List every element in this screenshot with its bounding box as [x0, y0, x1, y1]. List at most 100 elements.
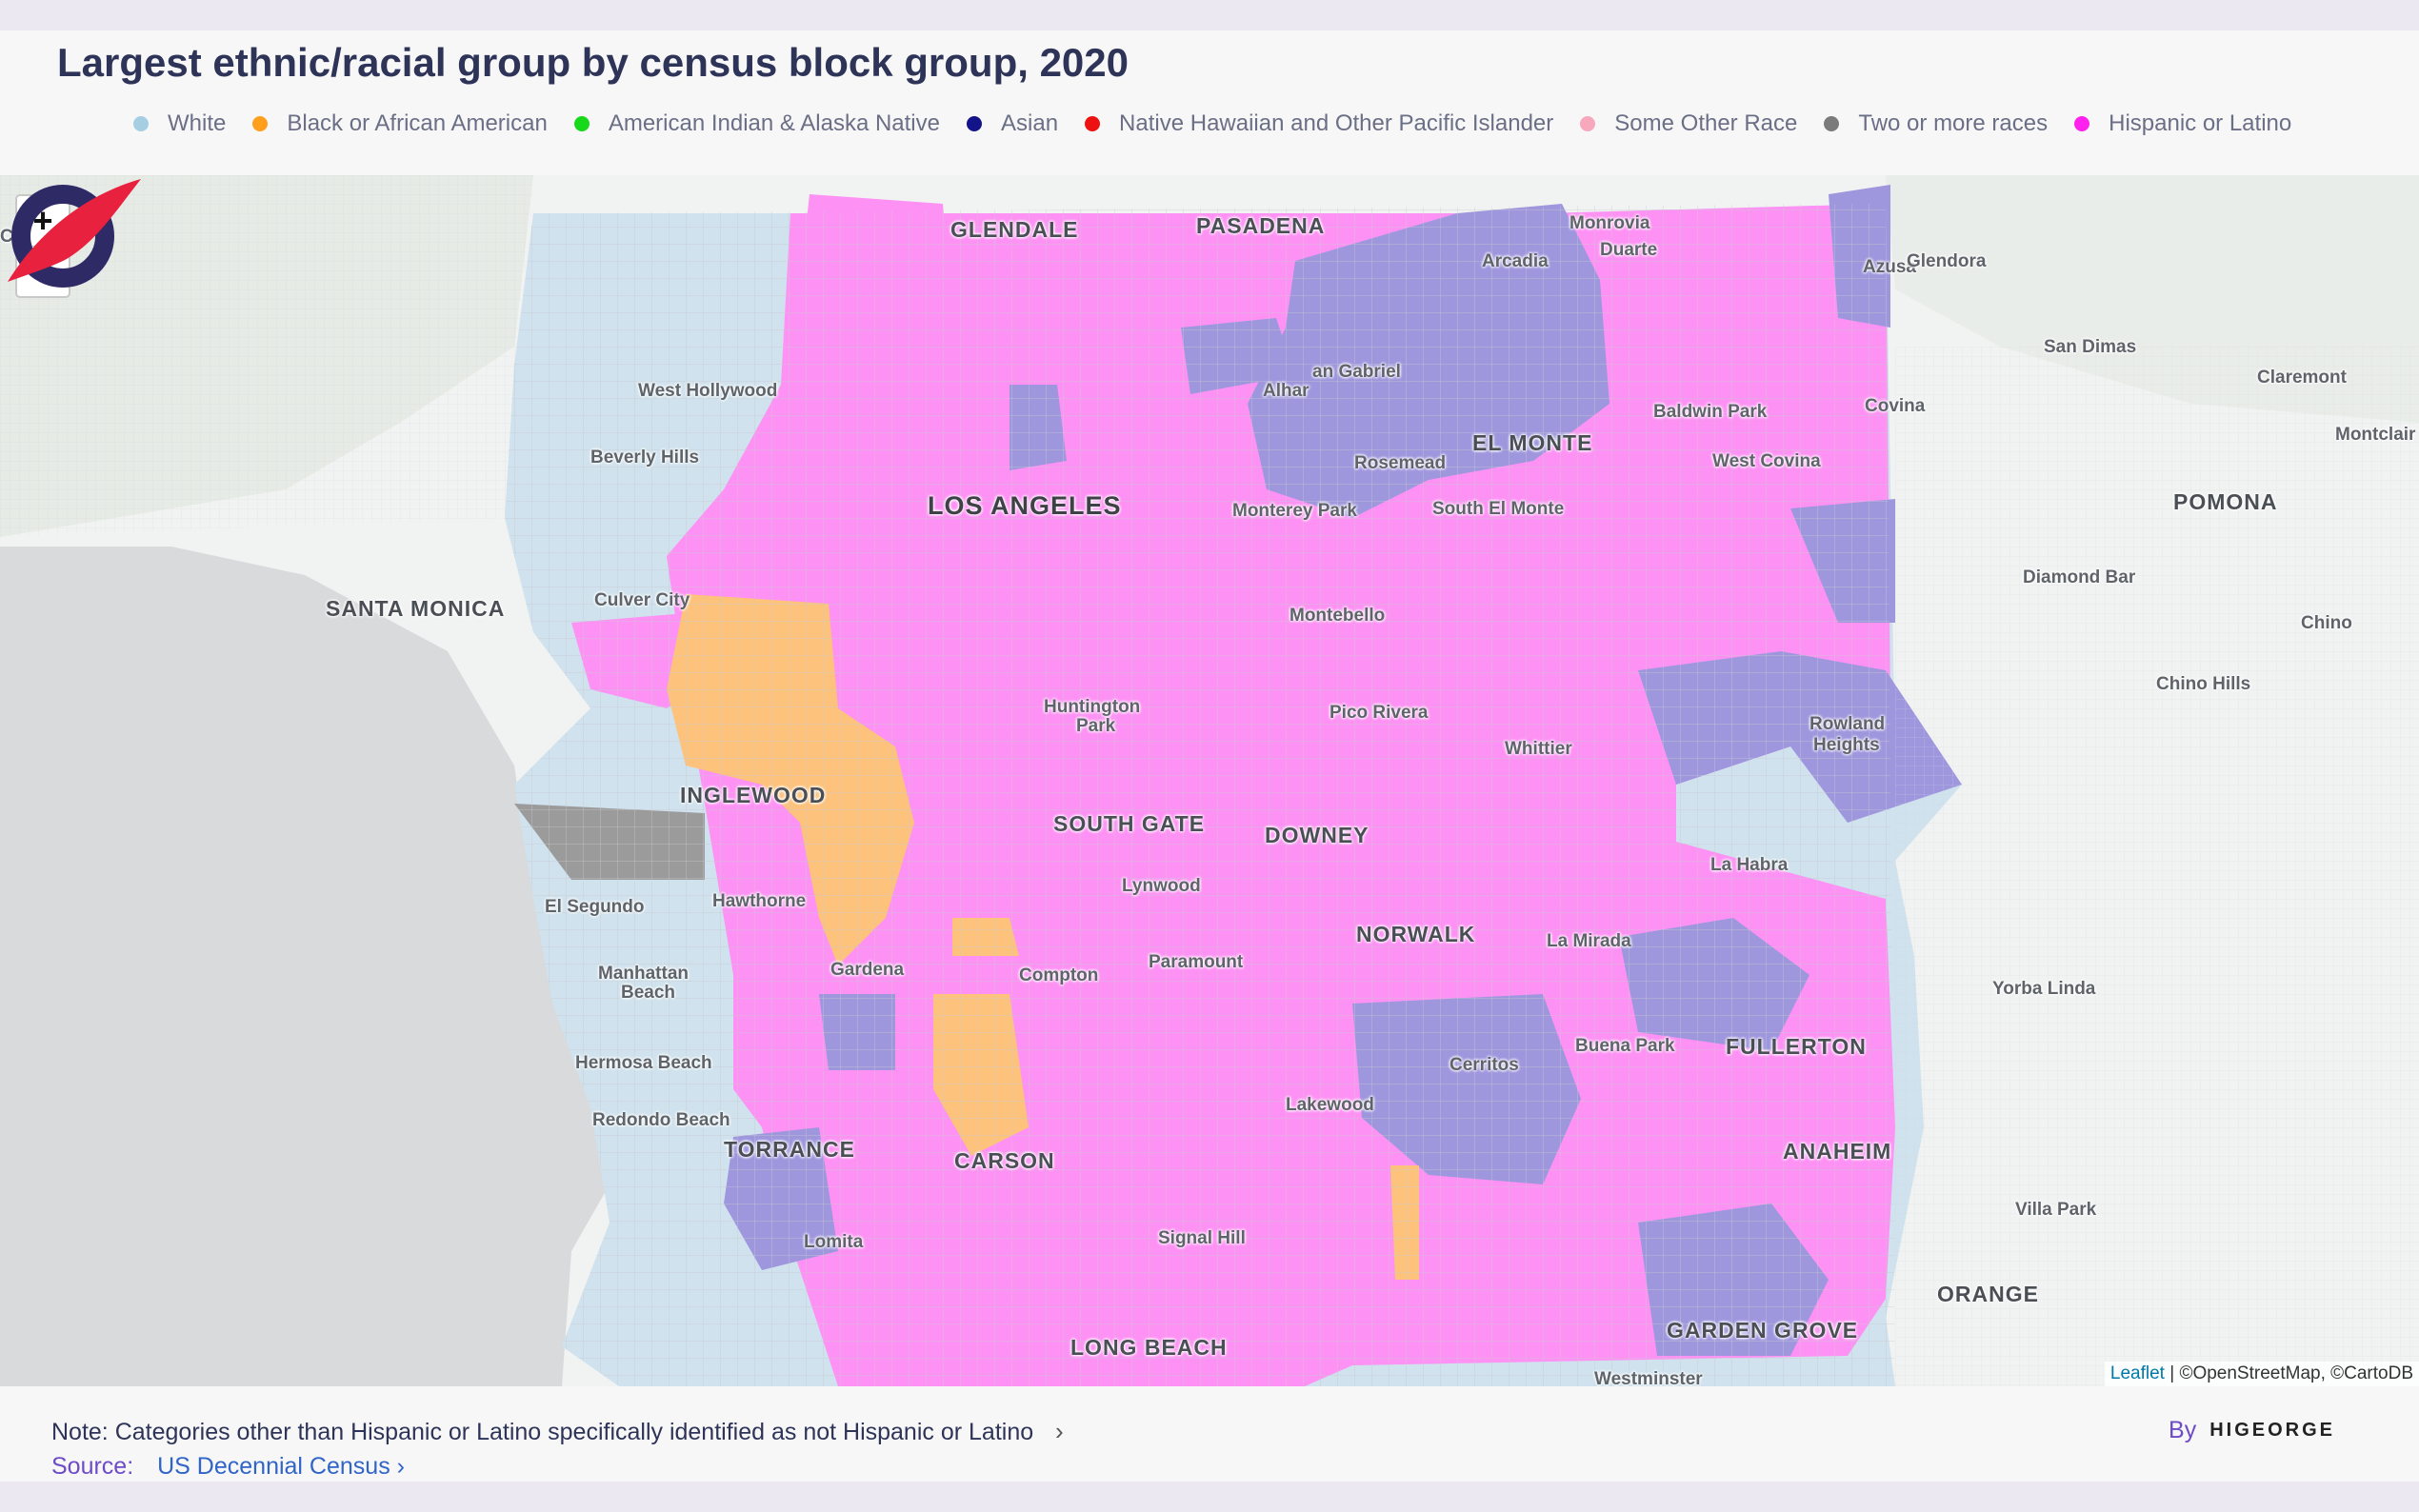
- source-link[interactable]: US Decennial Census ›: [157, 1453, 405, 1480]
- place-label-covina: Covina: [1865, 396, 1926, 416]
- place-label-west-hollywood: West Hollywood: [638, 381, 778, 401]
- legend-item-hispanic[interactable]: Hispanic or Latino: [2074, 110, 2291, 137]
- map-view[interactable]: GLENDALE PASADENA Monrovia Duarte Arcadi…: [0, 175, 2419, 1386]
- place-label-azusa: Azusa: [1863, 257, 1916, 277]
- brand-logo-icon: [8, 179, 141, 288]
- place-label-whittier: Whittier: [1505, 739, 1572, 759]
- legend-label: Hispanic or Latino: [2109, 110, 2292, 136]
- source-label: Source:: [51, 1453, 134, 1480]
- place-label-pomona: POMONA: [2173, 489, 2278, 514]
- street-grid-west: [0, 175, 533, 537]
- legend-dot-hispanic: [2074, 116, 2090, 131]
- place-label-la-habra: La Habra: [1710, 855, 1789, 875]
- street-grid-east: [1895, 347, 2419, 1386]
- map-attribution: Leaflet | ©OpenStreetMap, ©CartoDB: [2104, 1362, 2419, 1386]
- place-label-monrovia: Monrovia: [1569, 213, 1650, 233]
- place-label-san-dimas: San Dimas: [2044, 337, 2137, 357]
- place-label-downey: DOWNEY: [1265, 823, 1369, 847]
- place-label-la-mirada: La Mirada: [1547, 931, 1631, 951]
- legend-label: American Indian & Alaska Native: [608, 110, 940, 136]
- legend-item-some-other-race[interactable]: Some Other Race: [1580, 110, 1797, 137]
- place-label-baldwin-park: Baldwin Park: [1653, 402, 1768, 422]
- place-label-pasadena: PASADENA: [1196, 213, 1326, 238]
- place-label-pico-rivera: Pico Rivera: [1329, 703, 1429, 723]
- legend-item-pacific-islander[interactable]: Native Hawaiian and Other Pacific Island…: [1085, 110, 1553, 137]
- place-label-buena-park: Buena Park: [1575, 1036, 1675, 1056]
- place-label-huntington-park: Huntington: [1044, 697, 1141, 717]
- place-label-hermosa-beach: Hermosa Beach: [575, 1053, 712, 1073]
- legend-item-american-indian[interactable]: American Indian & Alaska Native: [573, 110, 940, 137]
- place-label-san-gabriel: an Gabriel: [1312, 362, 1401, 382]
- place-label-anaheim: ANAHEIM: [1783, 1139, 1892, 1164]
- page-title: Largest ethnic/racial group by census bl…: [57, 40, 1129, 85]
- legend-dot-some-other-race: [1580, 116, 1596, 131]
- place-label-rowland-heights-2: Heights: [1813, 735, 1880, 755]
- place-label-glendale: GLENDALE: [950, 217, 1079, 242]
- place-label-montebello: Montebello: [1289, 606, 1386, 626]
- place-label-hawthorne: Hawthorne: [712, 891, 807, 911]
- place-label-compton: Compton: [1019, 965, 1099, 985]
- legend-dot-american-indian: [573, 116, 590, 131]
- legend-item-black[interactable]: Black or African American: [252, 110, 548, 137]
- ocean: [0, 547, 610, 1386]
- legend-label: Native Hawaiian and Other Pacific Island…: [1119, 110, 1554, 136]
- legend: White Black or African American American…: [133, 110, 2318, 137]
- place-label-fullerton: FULLERTON: [1726, 1034, 1867, 1059]
- place-label-inglewood: INGLEWOOD: [680, 783, 827, 807]
- place-label-los-angeles: LOS ANGELES: [928, 491, 1122, 520]
- place-label-yorba-linda: Yorba Linda: [1992, 979, 2096, 999]
- place-label-south-gate: SOUTH GATE: [1053, 811, 1206, 836]
- place-label-lomita: Lomita: [804, 1232, 864, 1252]
- place-label-torrance: TORRANCE: [724, 1137, 855, 1162]
- place-label-huntington-park-2: Park: [1076, 716, 1116, 736]
- place-label-gardena: Gardena: [830, 960, 905, 980]
- place-label-villa-park: Villa Park: [2015, 1200, 2097, 1220]
- place-label-montclair: Montclair: [2335, 425, 2416, 445]
- place-label-south-el-monte: South El Monte: [1432, 499, 1565, 519]
- source-link-text: US Decennial Census: [157, 1453, 390, 1480]
- legend-dot-asian: [967, 116, 982, 131]
- place-label-paramount: Paramount: [1149, 952, 1244, 972]
- brand-name: HIGEORGE: [2209, 1420, 2335, 1441]
- leaflet-link[interactable]: Leaflet: [2109, 1363, 2165, 1383]
- byline[interactable]: By HIGEORGE: [2169, 1417, 2335, 1444]
- place-label-cerritos: Cerritos: [1449, 1055, 1519, 1075]
- attribution-text: | ©OpenStreetMap, ©CartoDB: [2164, 1363, 2413, 1383]
- legend-dot-pacific-islander: [1085, 116, 1101, 131]
- place-label-claremont: Claremont: [2257, 368, 2347, 388]
- place-label-glendora: Glendora: [1907, 251, 1987, 271]
- place-label-carson: CARSON: [954, 1148, 1055, 1173]
- legend-label: White: [168, 110, 227, 136]
- legend-item-white[interactable]: White: [133, 110, 226, 137]
- legend-item-asian[interactable]: Asian: [967, 110, 1058, 137]
- place-label-norwalk: NORWALK: [1356, 922, 1476, 946]
- place-label-chino: Chino: [2301, 613, 2352, 633]
- footer: Note: Categories other than Hispanic or …: [0, 1386, 2419, 1482]
- place-label-orange: ORANGE: [1937, 1282, 2039, 1306]
- place-label-duarte: Duarte: [1600, 240, 1658, 260]
- place-label-santa-monica: SANTA MONICA: [326, 596, 506, 621]
- legend-label: Some Other Race: [1614, 110, 1798, 136]
- place-label-el-segundo: El Segundo: [545, 897, 645, 917]
- legend-dot-black: [252, 116, 269, 131]
- place-label-garden-grove: GARDEN GROVE: [1667, 1318, 1859, 1343]
- place-label-manhattan-beach-2: Beach: [621, 983, 676, 1003]
- legend-label: Asian: [1001, 110, 1059, 136]
- footnote: Note: Categories other than Hispanic or …: [51, 1419, 1034, 1445]
- place-label-long-beach: LONG BEACH: [1070, 1335, 1228, 1360]
- place-label-monterey-park: Monterey Park: [1232, 501, 1357, 521]
- place-label-lakewood: Lakewood: [1286, 1095, 1374, 1115]
- block-group-grid: [505, 204, 1895, 1386]
- by-label: By: [2169, 1417, 2197, 1443]
- place-label-chino-hills: Chino Hills: [2156, 674, 2251, 694]
- place-label-alhambra: Alhar: [1263, 381, 1309, 401]
- source-line: Source: US Decennial Census ›: [51, 1453, 405, 1481]
- place-label-culver-city: Culver City: [594, 590, 690, 610]
- legend-item-two-or-more[interactable]: Two or more races: [1824, 110, 2048, 137]
- place-label-arcadia: Arcadia: [1482, 251, 1549, 271]
- place-label-westminster: Westminster: [1594, 1369, 1703, 1386]
- place-label-redondo-beach: Redondo Beach: [592, 1110, 730, 1130]
- chevron-right-icon[interactable]: ›: [1055, 1417, 1064, 1445]
- legend-label: Black or African American: [287, 110, 548, 136]
- place-label-signal-hill: Signal Hill: [1158, 1228, 1246, 1248]
